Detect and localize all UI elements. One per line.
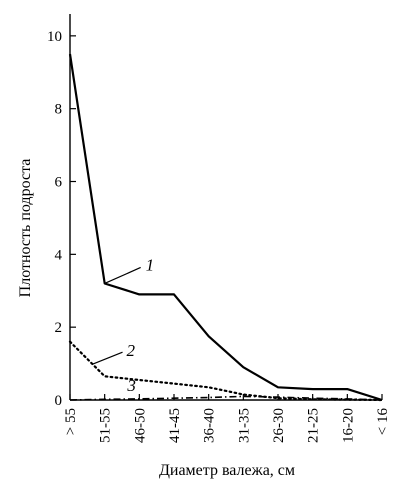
y-tick-label: 8 [55,102,63,118]
x-axis-ticks: > 55 51-55 46-50 41-45 36-40 31-35 26-30 21-25 1… [63,394,391,443]
x-tick-label: > 55 [63,408,79,435]
y-axis-ticks: 0 2 4 6 8 10 [47,29,76,409]
x-tick-label: 41-45 [167,408,183,443]
series-labels: 1 2 3 [92,255,155,395]
series-leader-line [92,351,123,365]
y-tick-label: 2 [55,320,63,336]
series-lines [68,53,384,402]
x-tick-label: 51-55 [98,408,114,443]
x-axis-title: Диаметр валежа, см [159,462,295,479]
y-tick-label: 6 [55,175,63,191]
series-label-1: 1 [146,255,155,274]
series-label-2: 2 [127,341,136,360]
x-tick-label: 21-25 [306,408,322,443]
y-tick-label: 10 [47,29,62,45]
x-tick-label: 46-50 [132,408,148,443]
series-leader-line [104,266,141,285]
x-tick-label: 26-30 [271,408,287,443]
series-line-3 [69,395,383,401]
series-label-3: 3 [126,376,136,395]
chart-axes [69,14,382,401]
y-tick-label: 4 [55,247,63,263]
x-tick-label: 36-40 [202,408,218,443]
series-line-2 [68,340,384,402]
y-axis-title: Плотность подроста [17,159,34,298]
x-tick-label: < 16 [375,408,391,436]
x-tick-label: 16-20 [340,408,356,443]
series-line-1 [68,53,383,402]
y-tick-label: 0 [55,393,63,409]
x-tick-label: 31-35 [236,408,252,443]
